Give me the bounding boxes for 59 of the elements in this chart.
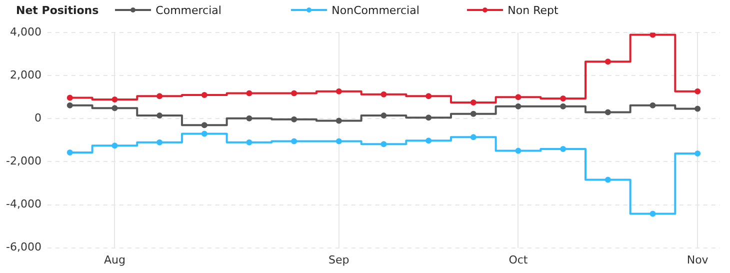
legend-label: Non Rept <box>508 4 558 16</box>
chart-title: Net Positions <box>16 4 99 16</box>
point <box>560 103 566 110</box>
point <box>380 112 387 119</box>
point <box>604 109 611 116</box>
point <box>336 138 342 144</box>
y-tick-label: -2,000 <box>6 154 42 168</box>
point <box>112 96 118 103</box>
point <box>201 122 208 128</box>
point <box>426 138 432 144</box>
point <box>246 139 252 146</box>
point <box>515 148 522 154</box>
point <box>291 90 298 96</box>
y-tick-label: 0 <box>34 112 42 125</box>
point <box>380 141 387 148</box>
point <box>560 95 566 102</box>
point <box>156 93 163 100</box>
point <box>694 88 701 94</box>
point <box>694 106 701 112</box>
point <box>515 103 522 110</box>
point <box>336 88 342 94</box>
x-tick-label: Nov <box>686 253 709 266</box>
point <box>291 116 298 122</box>
point <box>246 115 252 122</box>
point <box>336 118 342 124</box>
point <box>246 90 252 96</box>
x-tick-label: Aug <box>104 253 126 266</box>
point <box>426 114 432 121</box>
point <box>426 93 432 100</box>
point <box>156 112 163 119</box>
point <box>604 176 611 183</box>
point <box>650 32 656 38</box>
y-tick-label: -4,000 <box>6 198 42 211</box>
legend-label: Commercial <box>156 4 222 16</box>
point <box>470 100 476 106</box>
point <box>66 149 73 156</box>
point <box>380 91 387 98</box>
point <box>515 94 522 100</box>
point <box>201 92 208 98</box>
point <box>156 139 163 146</box>
y-tick-label: 2,000 <box>10 68 42 82</box>
point <box>694 150 701 157</box>
point <box>470 134 476 140</box>
point <box>470 110 476 117</box>
point <box>560 146 566 152</box>
point <box>650 102 656 108</box>
point <box>66 94 73 101</box>
point <box>201 130 208 137</box>
point <box>291 138 298 144</box>
point <box>604 58 611 65</box>
legend-label: NonCommercial <box>332 4 420 16</box>
x-tick-label: Sep <box>328 253 350 266</box>
point <box>112 105 118 112</box>
y-tick-label: -6,000 <box>6 240 42 254</box>
x-tick-label: Oct <box>508 253 528 266</box>
point <box>66 102 73 108</box>
point <box>112 142 118 149</box>
y-tick-label: 4,000 <box>10 25 42 38</box>
point <box>650 210 656 217</box>
